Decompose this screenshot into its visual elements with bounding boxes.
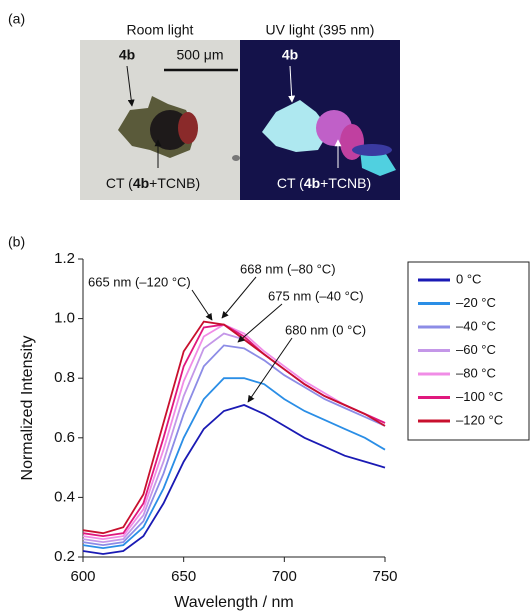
peak-annotation: 680 nm (0 °C): [285, 322, 366, 337]
x-tick-label: 700: [272, 568, 297, 585]
x-tick-label: 750: [372, 568, 397, 585]
ct-label: CT (4b+TCNB): [106, 175, 200, 191]
uv-light-photo: [240, 40, 400, 200]
arrow: [126, 65, 135, 107]
legend-label: –60 °C: [456, 342, 496, 357]
photo-title: UV light (395 nm): [266, 22, 375, 38]
peak-annotation: 665 nm (–120 °C): [88, 274, 191, 289]
spectrum-line: [82, 320, 386, 535]
spectrum-line: [82, 323, 386, 538]
y-tick-label: 1.0: [54, 310, 75, 327]
legend-label: –40 °C: [456, 318, 496, 333]
y-tick-label: 0.6: [54, 429, 75, 446]
legend-label: –80 °C: [456, 365, 496, 380]
y-tick-label: 0.2: [54, 548, 75, 565]
compound-label: 4b: [119, 47, 135, 63]
peak-annotation: 675 nm (–40 °C): [268, 288, 364, 303]
y-tick-label: 1.2: [54, 250, 75, 267]
spectrum-line: [82, 332, 386, 544]
spectrum-line: [82, 377, 386, 550]
room-light-photo: [80, 40, 240, 200]
scale-bar-label: 500 μm: [177, 47, 224, 63]
legend-label: –20 °C: [456, 295, 496, 310]
y-tick-label: 0.8: [54, 369, 75, 386]
photo-title: Room light: [127, 22, 194, 38]
spectrum-line: [82, 344, 386, 547]
text: +TCNB): [320, 175, 371, 191]
spectrum-line: [82, 323, 386, 541]
ct-label: CT (4b+TCNB): [277, 175, 371, 191]
arrow: [288, 65, 296, 103]
legend-label: –120 °C: [456, 412, 503, 427]
panel-label: (b): [8, 234, 25, 250]
annotation-arrow: [191, 289, 213, 321]
text: 4b: [133, 175, 149, 191]
x-axis-title: Wavelength / nm: [174, 594, 293, 611]
y-axis-title: Normalized Intensity: [19, 336, 36, 481]
compound-label: 4b: [282, 47, 298, 63]
x-tick-label: 650: [171, 568, 196, 585]
legend-label: –100 °C: [456, 389, 503, 404]
y-tick-label: 0.4: [54, 488, 75, 505]
annotation-arrow: [237, 303, 283, 343]
x-tick-label: 600: [70, 568, 95, 585]
annotation-arrow: [247, 337, 293, 403]
annotation-arrow: [221, 276, 257, 319]
text: CT (: [277, 175, 304, 191]
spectrum-line: [82, 404, 386, 555]
peak-annotation: 668 nm (–80 °C): [240, 261, 336, 276]
legend-box: [407, 261, 530, 441]
panel-label: (a): [8, 11, 25, 27]
text: CT (: [106, 175, 133, 191]
legend-label: 0 °C: [456, 271, 481, 286]
text: +TCNB): [149, 175, 200, 191]
text: 4b: [304, 175, 320, 191]
